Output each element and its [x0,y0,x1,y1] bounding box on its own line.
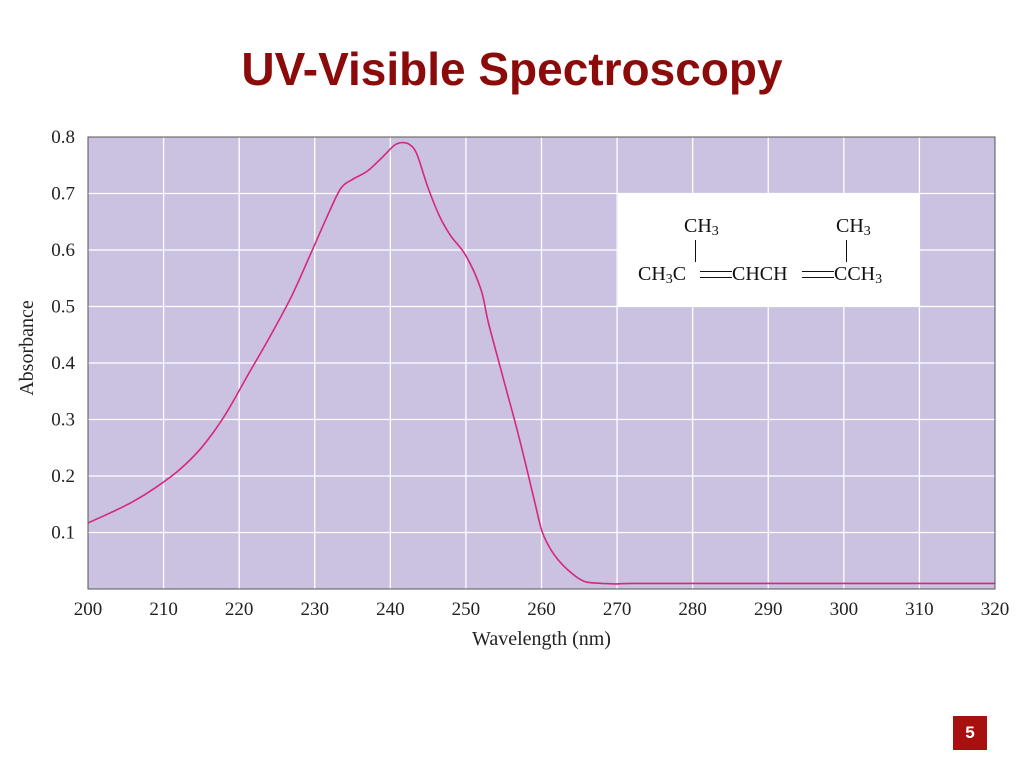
y-tick-label: 0.7 [51,184,75,205]
y-tick-label: 0.2 [51,466,75,487]
page-number-badge: 5 [953,716,987,750]
structure-methyl-left: CH3 [684,215,719,239]
x-tick-label: 220 [225,599,254,620]
structure-double-bond-2 [802,271,834,278]
x-tick-label: 270 [603,599,632,620]
y-axis-label: Absorbance [16,300,38,396]
structure-bond-right [846,240,848,262]
x-tick-label: 300 [830,599,859,620]
structure-bond-left [695,240,697,262]
y-tick-label: 0.1 [51,523,75,544]
x-tick-label: 210 [149,599,178,620]
structure-main-chain: CH3C [638,263,687,287]
x-tick-label: 290 [754,599,783,620]
x-axis-label: Wavelength (nm) [472,628,611,650]
plot-frame [87,136,996,590]
structure-middle-group: CHCH [732,263,788,285]
structure-double-bond-1 [700,271,732,278]
x-tick-label: 310 [905,599,934,620]
x-tick-label: 200 [74,599,103,620]
structure-methyl-right: CH3 [836,215,871,239]
tick-labels: 200 210 220 230 240 250 260 270 280 290 300 310 320 0… [51,127,1009,620]
x-tick-label: 320 [981,599,1010,620]
absorbance-curve [87,141,995,585]
y-tick-label: 0.5 [51,297,75,318]
y-tick-label: 0.3 [51,410,75,431]
y-tick-label: 0.4 [51,353,75,374]
x-tick-label: 230 [301,599,330,620]
slide-title: UV-Visible Spectroscopy [241,43,783,95]
chemical-structure: CH3 CH3 CH3C CHCH CCH3 [618,194,920,306]
structure-end-group: CCH3 [834,263,883,287]
x-tick-label: 240 [376,599,405,620]
y-tick-label: 0.8 [51,127,75,148]
x-tick-label: 260 [527,599,556,620]
x-tick-label: 280 [678,599,707,620]
y-tick-label: 0.6 [51,240,75,261]
x-tick-label: 250 [452,599,481,620]
